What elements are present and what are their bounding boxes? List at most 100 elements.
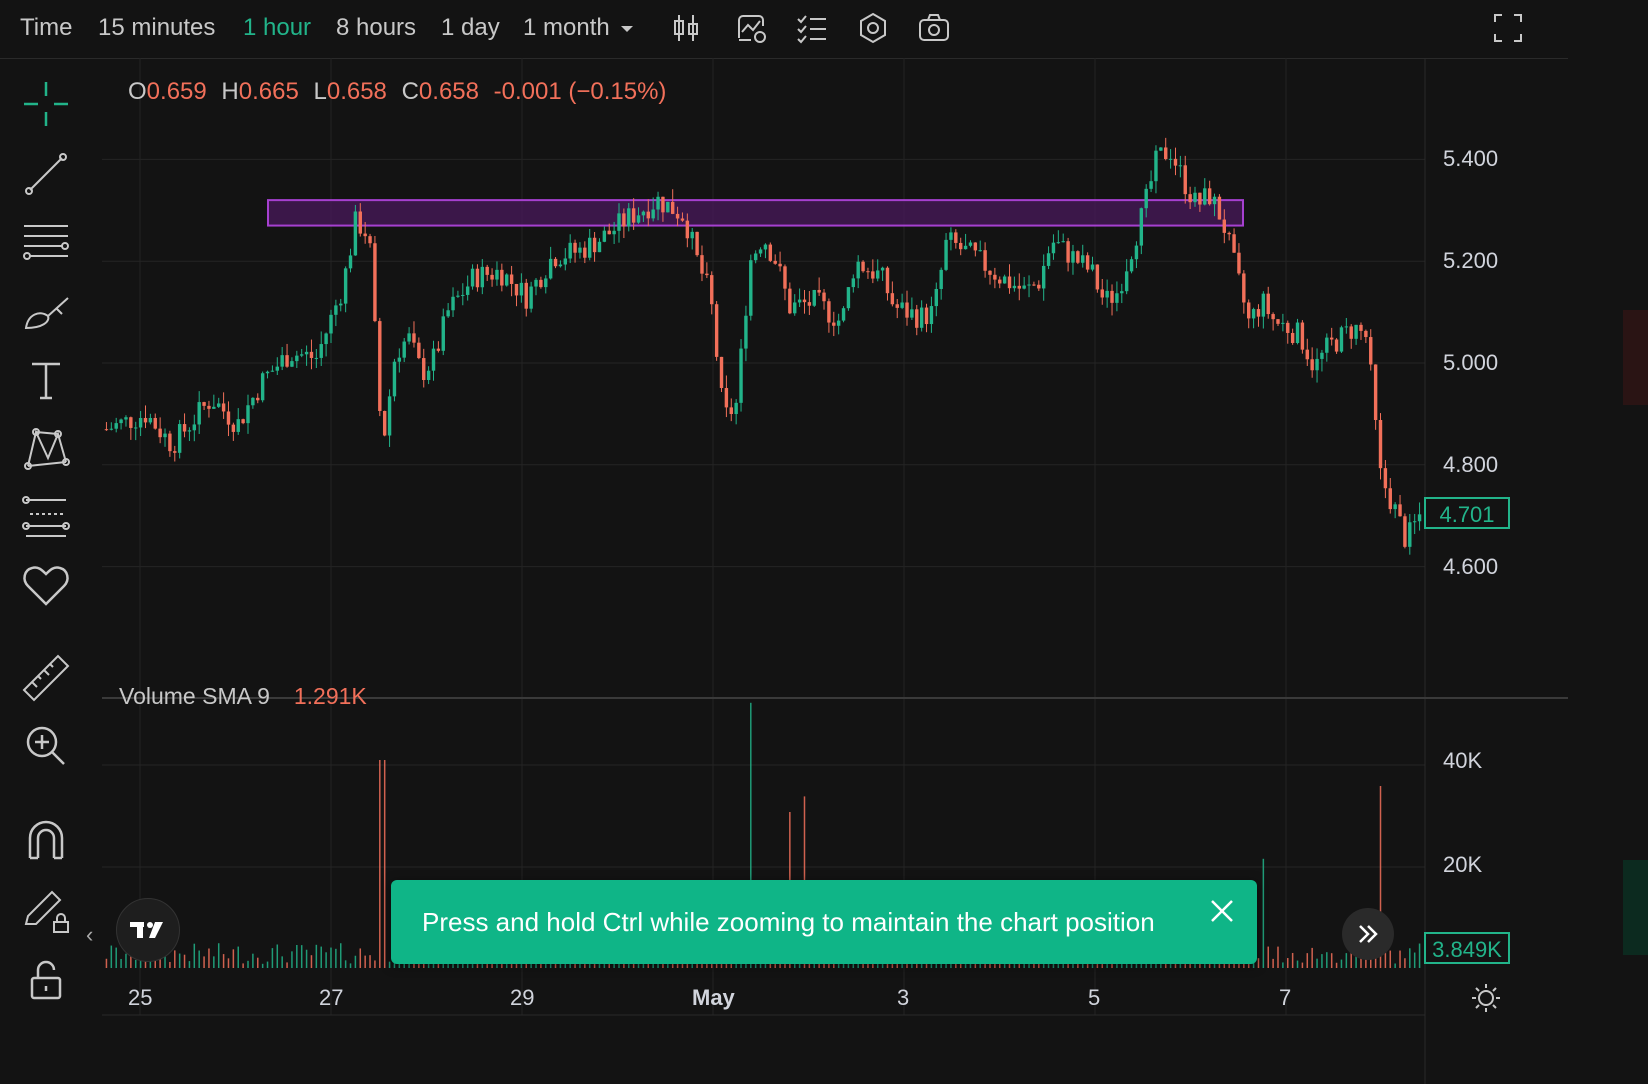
pattern-icon[interactable] <box>20 422 72 474</box>
volume-bar <box>291 951 293 968</box>
fullscreen-icon[interactable] <box>1490 10 1526 46</box>
zoom-in-icon[interactable] <box>20 720 72 772</box>
volume-legend[interactable]: Volume SMA 9 1.291K <box>119 683 367 710</box>
candle-body <box>578 247 582 253</box>
candle-body <box>548 258 553 279</box>
scroll-to-realtime-button[interactable] <box>1342 908 1394 960</box>
candle-body <box>729 407 733 415</box>
settings-icon[interactable] <box>855 10 891 46</box>
volume-bar <box>496 961 498 968</box>
volume-bar <box>881 962 884 968</box>
candle-body <box>163 433 167 438</box>
candle-body <box>973 242 978 251</box>
candle-body <box>451 296 455 311</box>
interval-1-month[interactable]: 1 month <box>523 14 634 42</box>
unlock-icon[interactable] <box>20 954 72 1006</box>
candle-body <box>1266 293 1270 315</box>
candle-body <box>1217 196 1222 220</box>
volume-indicator-value: 1.291K <box>293 683 367 709</box>
candle-body <box>519 282 524 296</box>
close-key: C <box>401 78 419 105</box>
volume-bar <box>1335 962 1338 968</box>
high-value: 0.665 <box>238 78 299 105</box>
ohlc-legend: O0.659 H0.665 L0.658 C0.658 -0.001 (−0.1… <box>128 78 666 106</box>
magnet-icon[interactable] <box>20 814 72 866</box>
candle-body <box>509 274 514 284</box>
candle-body <box>675 213 680 219</box>
candle-body <box>1095 264 1100 290</box>
open-value: 0.659 <box>146 78 207 105</box>
candle-body <box>1300 322 1305 350</box>
volume-bar <box>1404 958 1406 968</box>
candle-body <box>138 417 143 428</box>
candle-body <box>1056 242 1061 244</box>
candle-body <box>524 282 528 309</box>
candle-body <box>407 333 411 342</box>
horizontal-lines-icon[interactable] <box>20 216 72 268</box>
candle-body <box>246 405 250 424</box>
camera-icon[interactable] <box>916 10 952 46</box>
candle-body <box>1183 165 1187 195</box>
brush-icon[interactable] <box>20 286 72 338</box>
candle-body <box>260 373 265 401</box>
text-icon[interactable] <box>20 354 72 406</box>
interval-1-hour[interactable]: 1 hour <box>243 14 312 41</box>
candle-body <box>758 249 763 254</box>
volume-bar <box>1374 955 1377 968</box>
ruler-icon[interactable] <box>20 652 72 704</box>
candle-body <box>1090 264 1095 270</box>
brightness-icon[interactable] <box>1470 982 1502 1014</box>
candle-body <box>1115 293 1119 303</box>
close-icon[interactable] <box>1207 896 1237 926</box>
candle-body <box>856 261 860 279</box>
volume-bar <box>930 961 933 968</box>
volume-bar <box>203 956 205 968</box>
indicators-icon[interactable] <box>733 10 769 46</box>
candle-body <box>631 208 636 223</box>
lock-pencil-icon[interactable] <box>20 884 72 936</box>
candle-body <box>309 351 314 358</box>
candle-body <box>529 286 533 309</box>
volume-bar <box>300 945 303 968</box>
interval-1-day[interactable]: 1 day <box>441 14 500 41</box>
interval-15-minutes[interactable]: 15 minutes <box>98 14 216 41</box>
candle-body <box>1081 255 1085 263</box>
candle-body <box>1100 289 1104 298</box>
tradingview-logo[interactable] <box>116 898 180 962</box>
volume-bar <box>335 948 337 968</box>
right-panel-strip <box>1623 310 1648 405</box>
candle-body <box>905 302 909 318</box>
volume-bar <box>134 959 137 968</box>
candle-body <box>1124 271 1129 292</box>
candle-body <box>1076 251 1080 263</box>
candle-body <box>173 451 177 453</box>
interval-8-hours[interactable]: 8 hours <box>336 14 417 41</box>
volume-bar <box>379 760 381 968</box>
candle-body <box>1256 309 1261 317</box>
candle-body <box>124 417 128 420</box>
volume-bar <box>1135 963 1138 968</box>
volume-bar <box>1111 963 1113 968</box>
heart-icon[interactable] <box>20 560 72 612</box>
forecast-icon[interactable] <box>20 490 72 542</box>
candle-body <box>915 309 919 328</box>
volume-bar <box>754 960 757 968</box>
volume-bar <box>349 963 352 968</box>
close-value: 0.658 <box>418 78 479 105</box>
candle-body <box>954 232 958 243</box>
chevron-left-icon[interactable]: ‹ <box>86 922 94 947</box>
checklist-icon[interactable] <box>794 10 830 46</box>
crosshair-icon[interactable] <box>20 78 72 130</box>
candle-body <box>1203 188 1207 205</box>
volume-bar <box>242 963 244 968</box>
candle-body <box>1144 188 1148 209</box>
trend-line-icon[interactable] <box>20 148 72 200</box>
volume-bar <box>188 961 191 968</box>
resistance-zone[interactable] <box>267 199 1244 227</box>
candle-body <box>768 244 773 261</box>
candle-body <box>539 279 543 288</box>
candle-body <box>734 402 738 415</box>
candle-body <box>1373 364 1378 421</box>
candlestick-icon[interactable] <box>668 10 704 46</box>
